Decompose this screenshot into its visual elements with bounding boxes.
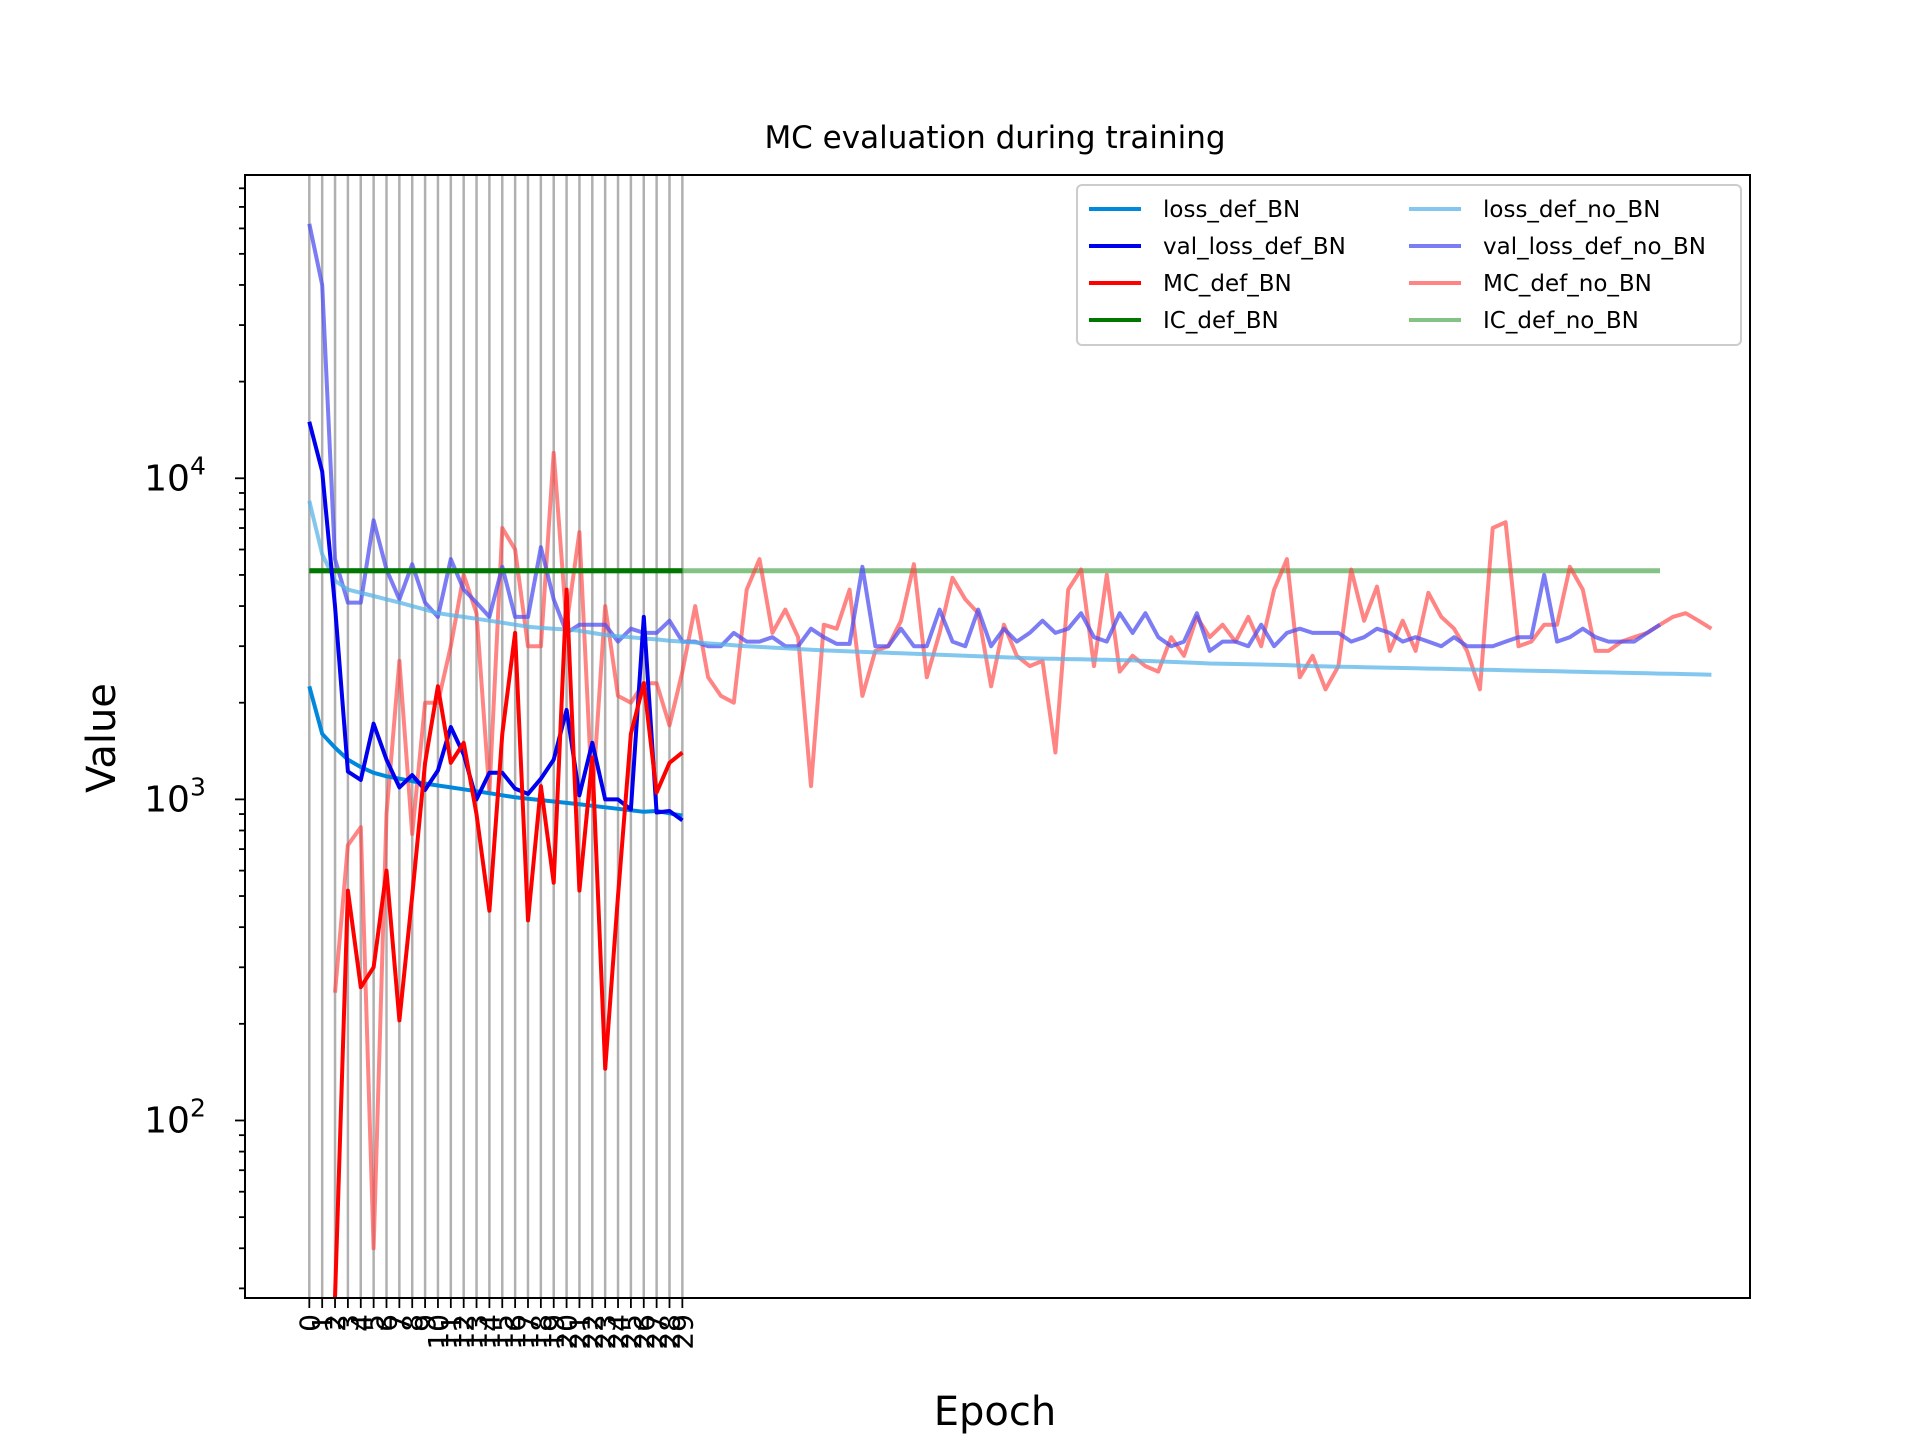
x-tick-label-26: 26 xyxy=(628,1314,661,1350)
x-tick-label-24: 24 xyxy=(602,1314,635,1350)
x-tick-label-27: 27 xyxy=(641,1314,674,1350)
legend-label-loss_def_BN: loss_def_BN xyxy=(1163,197,1300,223)
series-line-val_loss_def_no_BN xyxy=(307,223,1662,653)
x-tick-label-28: 28 xyxy=(653,1314,686,1350)
x-tick-label-2: 2 xyxy=(319,1314,352,1332)
x-axis-ticks: 0123456789101112131415161718192021222324… xyxy=(293,1298,699,1350)
y-tick-label-10000: 104 xyxy=(144,451,206,499)
x-tick-label-20: 20 xyxy=(551,1314,584,1350)
x-tick-label-23: 23 xyxy=(589,1314,622,1350)
x-tick-label-16: 16 xyxy=(499,1314,532,1350)
grid-lines xyxy=(308,175,684,1298)
x-tick-label-17: 17 xyxy=(512,1314,545,1350)
x-tick-label-15: 15 xyxy=(486,1314,519,1350)
x-tick-label-19: 19 xyxy=(538,1314,571,1350)
x-axis-label: Epoch xyxy=(934,1389,1056,1435)
x-tick-label-1: 1 xyxy=(306,1314,339,1332)
x-tick-label-0: 0 xyxy=(293,1314,326,1332)
chart-title: MC evaluation during training xyxy=(764,120,1225,156)
x-tick-label-13: 13 xyxy=(461,1314,494,1350)
x-tick-label-6: 6 xyxy=(370,1314,403,1332)
x-tick-label-22: 22 xyxy=(576,1314,609,1350)
x-tick-label-11: 11 xyxy=(435,1314,468,1350)
x-tick-label-8: 8 xyxy=(396,1314,429,1332)
legend-label-IC_def_no_BN: IC_def_no_BN xyxy=(1483,308,1639,334)
y-tick-label-100: 102 xyxy=(144,1093,206,1141)
y-tick-label-1000: 103 xyxy=(144,772,206,820)
legend-label-val_loss_def_no_BN: val_loss_def_no_BN xyxy=(1483,234,1706,260)
series-line-loss_def_no_BN xyxy=(307,500,1712,677)
x-tick-label-18: 18 xyxy=(525,1314,558,1350)
legend-label-IC_def_BN: IC_def_BN xyxy=(1163,308,1279,334)
x-tick-label-3: 3 xyxy=(332,1314,365,1332)
y-axis-ticks: 102 103 104 xyxy=(144,187,245,1290)
legend-label-loss_def_no_BN: loss_def_no_BN xyxy=(1483,197,1660,223)
series-line-MC_def_BN xyxy=(333,587,684,1298)
legend-box xyxy=(1076,184,1742,346)
legend-label-MC_def_BN: MC_def_BN xyxy=(1163,271,1292,297)
legend: loss_def_BN val_loss_def_BN MC_def_BN IC_de… xyxy=(1076,184,1742,346)
plot-frame xyxy=(244,174,1751,1299)
y-axis-label: Value xyxy=(79,683,125,793)
series-line-loss_def_BN xyxy=(307,685,683,818)
x-tick-label-4: 4 xyxy=(345,1314,378,1332)
x-tick-label-9: 9 xyxy=(409,1314,442,1332)
x-tick-label-21: 21 xyxy=(563,1314,596,1350)
x-tick-label-25: 25 xyxy=(615,1314,648,1350)
x-tick-label-12: 12 xyxy=(448,1314,481,1350)
x-tick-label-10: 10 xyxy=(422,1314,455,1350)
legend-label-val_loss_def_BN: val_loss_def_BN xyxy=(1163,234,1346,260)
x-tick-label-29: 29 xyxy=(666,1314,699,1350)
x-tick-label-14: 14 xyxy=(473,1314,506,1350)
legend-label-MC_def_no_BN: MC_def_no_BN xyxy=(1483,271,1652,297)
x-tick-label-5: 5 xyxy=(358,1314,391,1332)
x-tick-label-7: 7 xyxy=(383,1314,416,1332)
series-line-val_loss_def_BN xyxy=(307,421,684,823)
plot-series xyxy=(307,223,1713,1298)
